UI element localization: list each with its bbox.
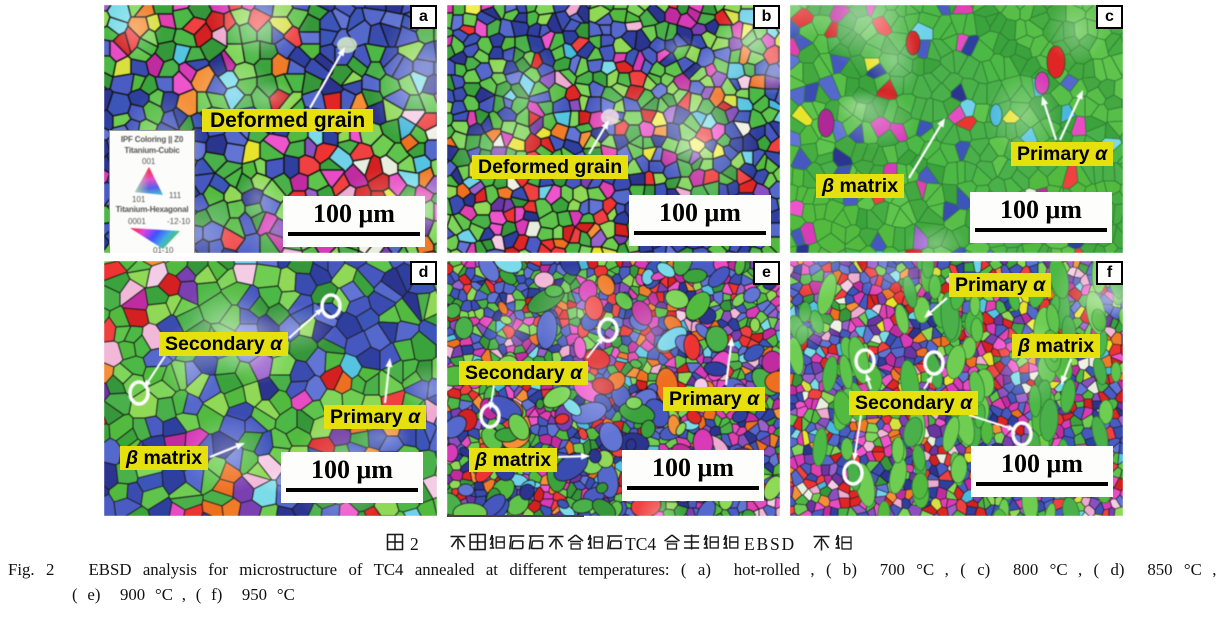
svg-text:2: 2 xyxy=(410,534,419,554)
svg-text:111: 111 xyxy=(169,191,182,200)
svg-text:EBSD: EBSD xyxy=(744,534,796,554)
svg-text:TC4: TC4 xyxy=(625,534,656,554)
svg-text:101: 101 xyxy=(132,195,146,204)
svg-text:Titanium-Cubic: Titanium-Cubic xyxy=(124,146,180,155)
svg-text:01-10: 01-10 xyxy=(153,246,174,253)
svg-text:IPF Coloring || Z0: IPF Coloring || Z0 xyxy=(121,135,184,144)
svg-text:001: 001 xyxy=(142,157,156,166)
svg-text:-12-10: -12-10 xyxy=(167,217,191,226)
svg-text:Titanium-Hexagonal: Titanium-Hexagonal xyxy=(116,205,189,214)
svg-text:0001: 0001 xyxy=(128,217,146,226)
